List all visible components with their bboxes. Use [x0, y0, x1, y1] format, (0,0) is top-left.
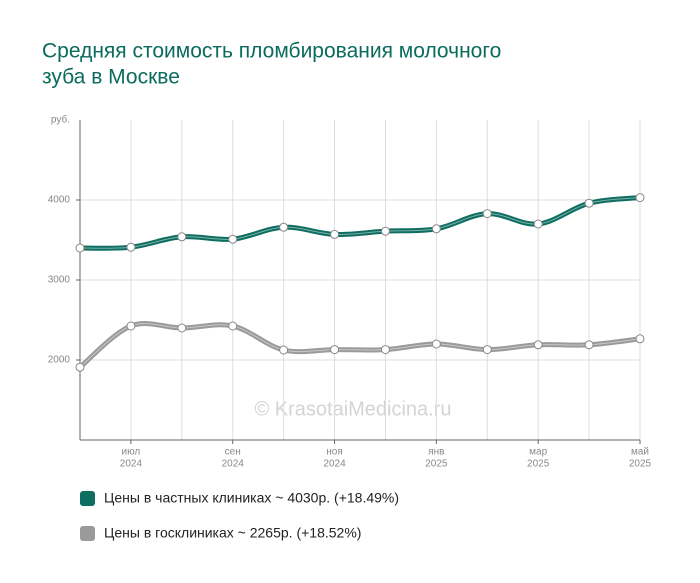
data-point	[75, 362, 85, 372]
chart-title: Средняя стоимость пломбирования молочног…	[42, 40, 501, 63]
data-point	[380, 345, 390, 355]
x-tick-label: 2025	[527, 459, 550, 470]
legend-label: Цены в частных клиниках ~ 4030р. (+18.49…	[104, 490, 399, 506]
legend-label: Цены в госклиниках ~ 2265р. (+18.52%)	[104, 525, 361, 541]
data-point	[228, 234, 238, 244]
data-point	[75, 243, 85, 253]
data-point	[380, 226, 390, 236]
x-tick-label: 2025	[629, 459, 652, 470]
data-point	[482, 345, 492, 355]
data-point	[584, 198, 594, 208]
legend-swatch	[80, 526, 95, 541]
data-point	[533, 340, 543, 350]
x-tick-label: июл	[122, 447, 141, 458]
watermark: © KrasotaiMedicina.ru	[254, 398, 451, 420]
y-axis-label: руб.	[51, 114, 70, 126]
data-point	[279, 345, 289, 355]
data-point	[228, 321, 238, 331]
x-tick-label: 2024	[323, 459, 346, 470]
data-point	[635, 193, 645, 203]
data-point	[431, 339, 441, 349]
data-point	[533, 219, 543, 229]
y-tick-label: 3000	[48, 275, 71, 286]
x-tick-label: янв	[428, 447, 444, 458]
data-point	[177, 323, 187, 333]
data-point	[635, 334, 645, 344]
data-point	[330, 229, 340, 239]
legend-swatch	[80, 491, 95, 506]
data-point	[177, 232, 187, 242]
x-tick-label: мар	[529, 447, 547, 458]
data-point	[584, 340, 594, 350]
x-tick-label: 2025	[425, 459, 448, 470]
y-tick-label: 4000	[48, 195, 71, 206]
x-tick-label: 2024	[222, 459, 245, 470]
x-tick-label: 2024	[120, 459, 143, 470]
data-point	[330, 345, 340, 355]
x-tick-label: май	[631, 447, 649, 458]
data-point	[482, 209, 492, 219]
data-point	[431, 224, 441, 234]
chart-title: зуба в Москве	[42, 66, 180, 89]
data-point	[279, 222, 289, 232]
data-point	[126, 321, 136, 331]
series-line	[78, 321, 641, 370]
x-tick-label: ноя	[326, 447, 343, 458]
data-point	[126, 242, 136, 252]
y-tick-label: 2000	[48, 355, 71, 366]
x-tick-label: сен	[225, 447, 241, 458]
series-line	[79, 195, 641, 251]
